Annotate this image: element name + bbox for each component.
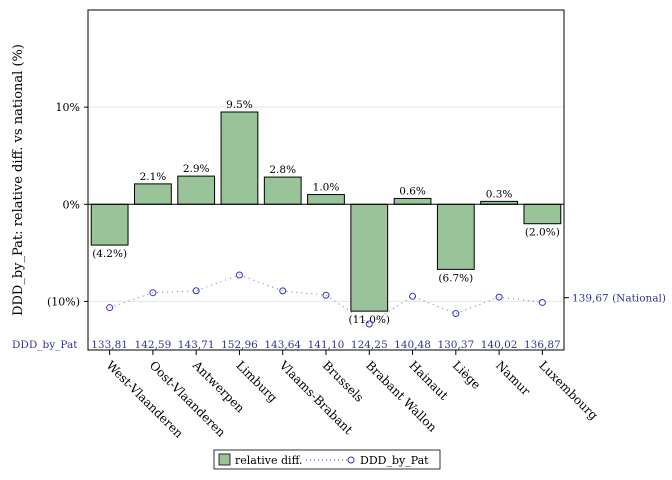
ddd-point	[106, 304, 114, 312]
table-value: 142,59	[135, 339, 172, 351]
bar-label: 0.3%	[486, 188, 513, 200]
table-value: 136,87	[524, 339, 561, 351]
x-tick-label-luxembourg: Luxembourg	[536, 358, 601, 423]
bar-oost-vlaanderen	[134, 183, 172, 205]
legend: relative diff. DDD_by_Pat	[213, 449, 441, 470]
table-value: 140,02	[481, 339, 518, 351]
table-value: 124,25	[351, 339, 388, 351]
x-tick-label-namur: Namur	[493, 358, 533, 398]
ddd-point	[538, 298, 546, 306]
x-tick-label-oost-vlaanderen: Oost-Vlaanderen	[147, 358, 229, 440]
table-row-label: DDD_by_Pat	[12, 339, 78, 351]
ddd-series-line	[109, 274, 543, 325]
ddd-line	[106, 271, 569, 328]
ddd-point	[365, 320, 373, 328]
bar-label: (11.0%)	[348, 314, 390, 326]
ddd-point	[235, 271, 243, 279]
legend-bar-swatch	[218, 453, 231, 466]
table-value: 141,10	[308, 339, 345, 351]
value-table-row: 133,81 142,59 143,71 152,96 143,64 141,10 124,…	[91, 339, 560, 351]
table-value: 143,64	[264, 339, 301, 351]
bar-hainaut	[393, 197, 432, 205]
bar-brussels	[307, 194, 345, 205]
bar-label: (4.2%)	[92, 248, 127, 260]
bar-label: 1.0%	[313, 182, 340, 194]
bar-label: (6.7%)	[438, 272, 473, 284]
bar-labels: (4.2%) 2.1% 2.9% 9.5% 2.8% 1.0% (11.0%) 0.6% (6.…	[92, 99, 560, 326]
x-axis: West-VlaanderenOost-VlaanderenAntwerpenL…	[104, 350, 601, 441]
legend-box	[213, 449, 441, 470]
legend-marker-swatch	[347, 456, 355, 464]
table-value: 140,48	[394, 339, 431, 351]
bar-label: 9.5%	[226, 99, 253, 111]
legend-label-ddd-by-pat: DDD_by_Pat	[360, 454, 429, 467]
bar-label: 0.6%	[399, 185, 426, 197]
ddd-point	[452, 310, 460, 318]
table-value: 152,96	[221, 339, 258, 351]
bar-label: 2.9%	[183, 163, 210, 175]
legend-label-relative-diff: relative diff.	[235, 454, 302, 467]
ddd-point	[279, 287, 287, 295]
y-tick-label: 10%	[56, 101, 80, 114]
ddd-point	[322, 291, 330, 299]
x-tick-label-hainaut: Hainaut	[406, 358, 451, 403]
bar-luxembourg	[523, 203, 562, 225]
bar-label: (2.0%)	[525, 227, 560, 239]
table-value: 133,81	[91, 339, 128, 351]
bar-vlaams-brabant	[263, 176, 302, 205]
bar-antwerpen	[177, 175, 216, 205]
bar-label: 2.8%	[269, 164, 296, 176]
bars	[90, 111, 562, 312]
national-reference-label: 139,67 (National)	[572, 293, 666, 305]
x-tick-label-west-vlaanderen: West-Vlaanderen	[104, 358, 187, 441]
ddd-point	[149, 289, 157, 297]
ddd-point	[409, 292, 417, 300]
y-axis-label: DDD_by_Pat: relative diff. vs national (…	[11, 44, 26, 316]
y-axis: 10% 0% (10%)	[47, 101, 88, 308]
bar-liege	[436, 203, 475, 270]
x-tick-label-liege: Liège	[450, 358, 484, 392]
bar-label: 2.1%	[140, 171, 167, 183]
gridlines	[88, 106, 564, 302]
table-value: 130,37	[437, 339, 474, 351]
y-tick-label: 0%	[63, 198, 80, 211]
bar-west-vlaanderen	[90, 203, 129, 246]
ddd-point	[192, 287, 200, 295]
bar-limburg	[220, 111, 259, 205]
ddd-point	[495, 293, 503, 301]
y-tick-label: (10%)	[47, 295, 80, 308]
bar-brabant-wallon	[350, 203, 389, 312]
x-tick-label-vlaams-brabant: Vlaams-Brabant	[276, 358, 356, 438]
table-value: 143,71	[178, 339, 215, 351]
